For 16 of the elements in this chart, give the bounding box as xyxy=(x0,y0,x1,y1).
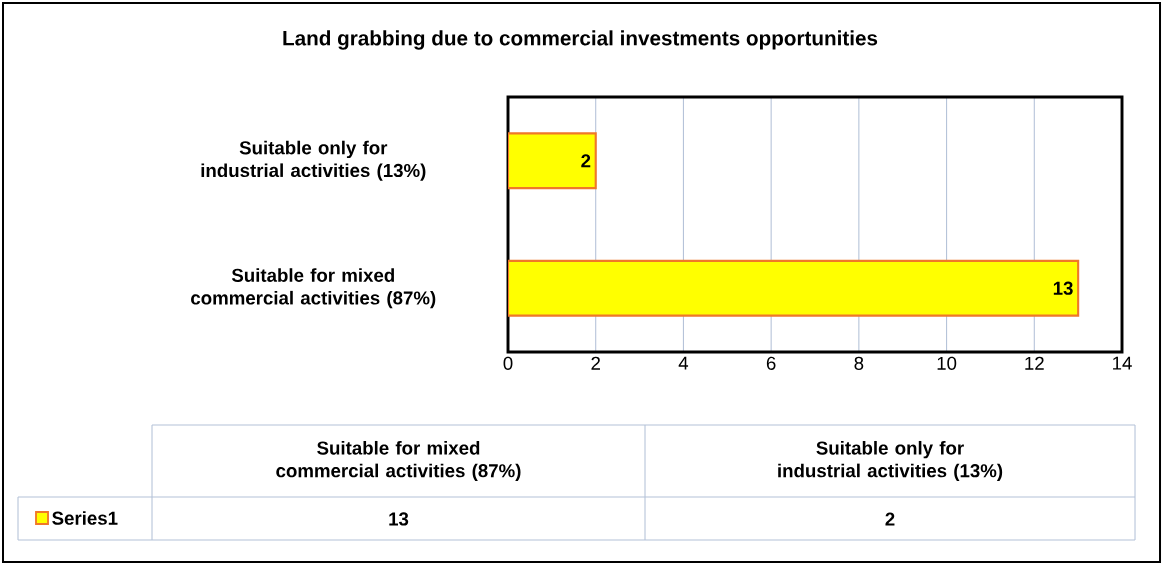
data-label: 2 xyxy=(581,154,591,168)
text: 13 xyxy=(389,512,409,526)
x-tick-label: 8 xyxy=(854,356,864,370)
x-tick-label: 14 xyxy=(1113,356,1132,370)
legend-label: Series1 xyxy=(52,511,118,525)
category-label: Suitable for mixed commercial activities (87%) xyxy=(276,440,521,482)
x-tick-label: 6 xyxy=(766,356,776,370)
category-label: Suitable only for industrial activities (13%) xyxy=(778,440,1003,482)
text: 2 xyxy=(885,512,895,526)
x-tick-label: 4 xyxy=(678,356,689,370)
x-tick-label: 0 xyxy=(503,356,513,370)
chart-title: Land grabbing due to commercial investments opportunities xyxy=(283,30,878,50)
x-tick-label: 12 xyxy=(1025,356,1044,370)
x-tick-label: 10 xyxy=(937,356,957,370)
x-tick-label: 2 xyxy=(591,356,600,370)
data-label: 13 xyxy=(1053,281,1073,295)
